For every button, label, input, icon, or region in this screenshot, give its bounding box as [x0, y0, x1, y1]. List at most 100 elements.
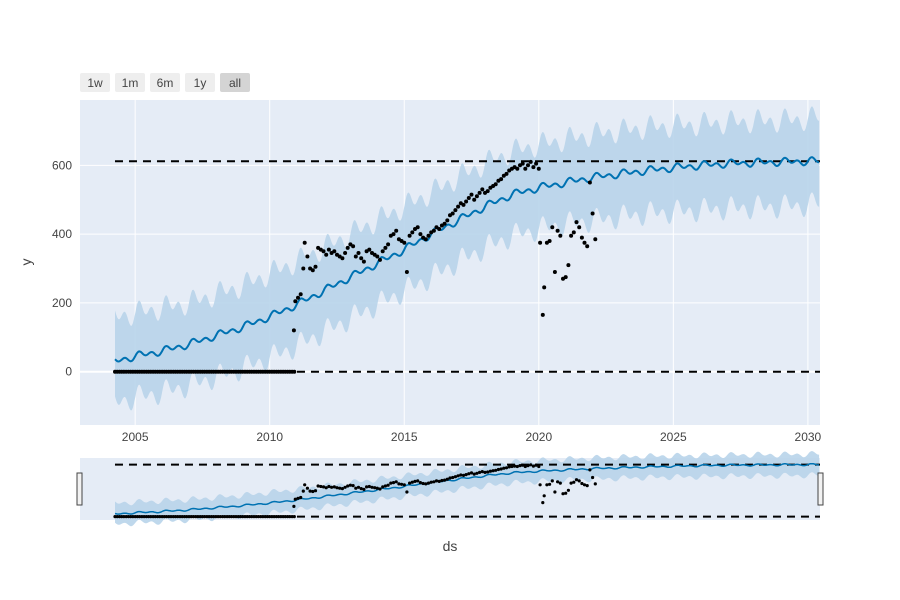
uncertainty-band — [115, 106, 820, 411]
slider-point — [147, 515, 151, 519]
slider-point — [173, 515, 178, 519]
main-point — [292, 369, 297, 374]
slider-point — [375, 486, 379, 490]
main-point — [577, 225, 582, 230]
main-point — [313, 264, 318, 269]
main-band-area — [115, 106, 820, 411]
range-button-1w[interactable]: 1w — [80, 73, 110, 92]
slider-point — [354, 486, 358, 490]
svg-text:2025: 2025 — [660, 430, 687, 444]
slider-point — [496, 467, 500, 472]
slider-point — [247, 515, 252, 519]
slider-forecast-line — [114, 462, 820, 515]
slider-point — [456, 474, 460, 478]
slider-point — [283, 515, 287, 519]
slider-point — [176, 515, 180, 519]
main-point — [380, 249, 385, 254]
slider-point — [413, 479, 417, 483]
slider-point — [135, 515, 139, 519]
slider-point — [256, 515, 260, 519]
main-point — [571, 230, 576, 235]
main-point — [383, 245, 388, 250]
main-point — [367, 247, 372, 252]
range-button-1m[interactable]: 1m — [115, 73, 145, 92]
slider-point — [182, 515, 187, 519]
slider-point — [504, 466, 509, 470]
slider-point — [138, 515, 142, 519]
slider-point — [313, 489, 318, 493]
slider-point — [469, 471, 474, 475]
slider-point — [507, 465, 511, 469]
slider-point — [144, 515, 148, 519]
main-point — [552, 270, 557, 274]
main-point — [326, 247, 331, 252]
slider-point — [279, 515, 283, 519]
range-slider-handle-right[interactable] — [817, 472, 824, 506]
slider-point — [321, 485, 326, 489]
x-tick-label: 2030 — [795, 430, 822, 444]
y-axis-ticks: 0 200 400 600 — [52, 158, 72, 378]
main-point — [536, 166, 541, 171]
slider-point — [541, 501, 545, 505]
slider-point — [259, 515, 263, 519]
slider-observations — [113, 463, 597, 519]
slider-point — [156, 515, 160, 519]
main-point — [550, 225, 555, 230]
slider-point — [515, 464, 519, 469]
slider-point — [299, 495, 303, 500]
slider-point — [191, 515, 195, 519]
main-point — [563, 275, 568, 280]
slider-point — [582, 483, 587, 487]
main-point — [356, 251, 361, 255]
slider-point — [548, 482, 552, 486]
slider-point — [448, 476, 452, 480]
slider-point — [483, 470, 487, 474]
slider-point — [171, 515, 175, 519]
slider-point — [410, 480, 414, 484]
main-point — [520, 161, 525, 166]
range-button-all[interactable]: all — [220, 73, 250, 92]
main-point — [407, 233, 412, 238]
slider-point — [225, 515, 229, 519]
range-slider-handle-left[interactable] — [76, 472, 83, 506]
slider-point — [472, 472, 476, 476]
slider-point — [205, 515, 209, 519]
slider-point — [593, 482, 597, 486]
slider-point — [424, 482, 428, 486]
main-point — [590, 211, 595, 216]
slider-point — [418, 481, 422, 485]
range-selector[interactable]: 1w 1m 6m 1y all — [80, 73, 250, 92]
slider-point — [359, 487, 363, 491]
slider-point — [194, 515, 198, 519]
slider-point — [588, 468, 592, 472]
slider-point — [158, 515, 162, 519]
x-tick-label: 2005 — [122, 430, 149, 444]
slider-point — [526, 464, 530, 468]
main-point — [386, 242, 391, 247]
range-button-6m[interactable]: 6m — [150, 73, 180, 92]
slider-point — [529, 463, 533, 467]
slider-point — [288, 515, 292, 519]
slider-point — [432, 480, 436, 484]
main-point — [579, 235, 584, 240]
slider-point — [429, 480, 433, 484]
svg-text:1w: 1w — [87, 76, 103, 90]
main-point — [361, 259, 366, 264]
slider-point — [572, 480, 576, 484]
main-point — [453, 208, 458, 213]
range-slider[interactable] — [76, 451, 824, 527]
main-point — [375, 254, 380, 259]
main-point — [587, 180, 592, 185]
slider-point — [293, 497, 297, 501]
main-point — [474, 194, 479, 199]
svg-text:1y: 1y — [194, 76, 207, 90]
slider-point — [216, 515, 220, 519]
slider-point — [164, 515, 169, 519]
slider-point — [545, 483, 549, 487]
range-button-1y[interactable]: 1y — [185, 73, 215, 92]
slider-point — [335, 486, 339, 490]
x-tick-label: 2020 — [525, 430, 552, 444]
slider-point — [486, 470, 490, 474]
slider-point — [254, 515, 258, 519]
slider-point — [550, 479, 554, 483]
